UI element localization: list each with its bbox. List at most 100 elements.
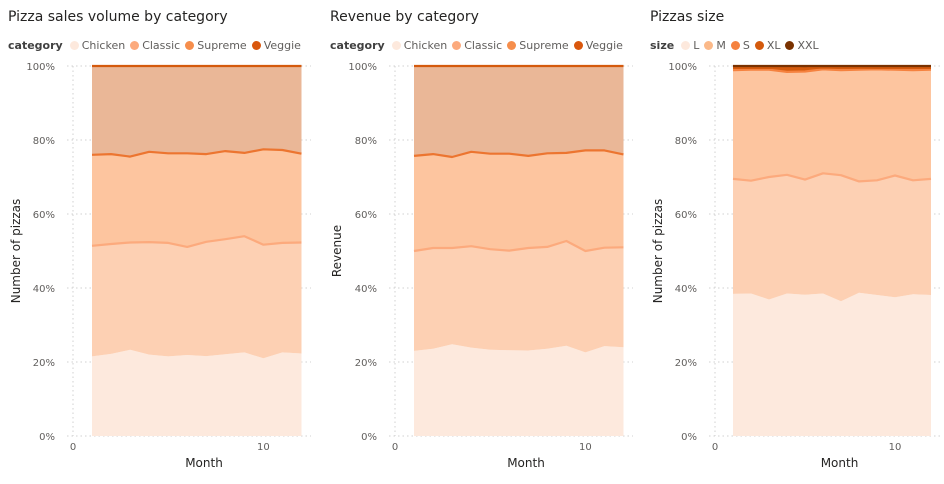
area-m: [733, 173, 931, 302]
legend-swatch: [452, 40, 462, 50]
line-supreme: [413, 149, 624, 159]
legend-swatch: [785, 40, 795, 50]
chart-legend: category Chicken Classic Supreme Veggie: [330, 38, 628, 52]
legend-swatch: [251, 40, 261, 50]
legend-label: Chicken: [403, 38, 448, 52]
line-classic: [91, 235, 302, 248]
line-xl: [733, 66, 931, 70]
chart-legend: category Chicken Classic Supreme Veggie: [8, 38, 306, 52]
legend-label: Chicken: [81, 38, 126, 52]
legend-item-supreme[interactable]: Supreme: [185, 38, 247, 52]
x-axis-title: Month: [507, 456, 545, 470]
x-axis-title: Month: [821, 456, 859, 470]
legend-label: XXL: [797, 38, 819, 52]
x-axis-title: Month: [185, 456, 223, 470]
y-tick-label: 80%: [33, 136, 55, 147]
legend-title: category: [8, 38, 63, 52]
legend-label: Supreme: [519, 38, 569, 52]
line-m: [732, 172, 932, 183]
chart-title: Pizza sales volume by category: [8, 9, 228, 25]
legend-item-chicken[interactable]: Chicken: [69, 38, 126, 52]
y-tick-label: 0%: [39, 432, 55, 443]
x-tick-label: 10: [579, 442, 592, 453]
legend-swatch: [681, 40, 691, 50]
y-axis-title: Number of pizzas: [9, 199, 23, 304]
legend-swatch: [507, 40, 517, 50]
legend-label: S: [742, 38, 750, 52]
legend-item-classic[interactable]: Classic: [452, 39, 502, 52]
chart-legend: size L M S XL XXL: [650, 38, 824, 52]
y-tick-label: 40%: [33, 284, 55, 295]
legend-item-classic[interactable]: Classic: [130, 39, 180, 52]
legend-item-s[interactable]: S: [730, 38, 750, 52]
y-tick-label: 100%: [26, 62, 55, 73]
legend-label: Veggie: [585, 38, 623, 52]
legend-item-veggie[interactable]: Veggie: [573, 38, 623, 52]
x-tick-label: 0: [712, 442, 718, 453]
y-tick-label: 80%: [675, 136, 697, 147]
legend-label: L: [693, 38, 700, 52]
legend-swatch: [185, 40, 195, 50]
y-axis-title: Revenue: [330, 225, 344, 277]
y-tick-label: 40%: [675, 284, 697, 295]
legend-item-xl[interactable]: XL: [754, 38, 781, 52]
x-tick-label: 10: [889, 442, 902, 453]
legend-swatch: [573, 40, 583, 50]
y-tick-label: 60%: [33, 210, 55, 221]
area-chicken: [414, 344, 624, 436]
x-tick-label: 10: [257, 442, 270, 453]
area-supreme: [92, 149, 302, 247]
y-tick-label: 100%: [348, 62, 377, 73]
area-chicken: [92, 349, 302, 436]
y-tick-label: 100%: [668, 62, 697, 73]
legend-swatch: [730, 40, 740, 50]
legend-label: XL: [766, 38, 781, 52]
chart-panel-revenue: 0% 20% 40% 60% 80% 100% 0 10 Month Revenue Revenu…: [322, 0, 636, 484]
y-tick-label: 60%: [675, 210, 697, 221]
legend-title: size: [650, 38, 675, 52]
line-s: [732, 68, 932, 73]
legend-swatch: [130, 40, 140, 50]
y-tick-label: 20%: [355, 358, 377, 369]
legend-swatch: [69, 40, 79, 50]
chart-panel-sales-volume: 0% 20% 40% 60% 80% 100% 0 10 Month Number of pizz…: [0, 0, 314, 484]
area-supreme: [414, 150, 624, 251]
area-veggie: [92, 66, 302, 157]
area-s: [733, 69, 931, 182]
legend-title: category: [330, 38, 385, 52]
chart-svg-sales-volume: 0% 20% 40% 60% 80% 100% 0 10 Month Number of pizz…: [9, 62, 311, 470]
y-tick-label: 20%: [33, 358, 55, 369]
y-tick-label: 0%: [361, 432, 377, 443]
legend-item-m[interactable]: M: [704, 39, 726, 52]
legend-label: Classic: [464, 38, 503, 52]
chart-panel-pizza-size: 0% 20% 40% 60% 80% 100% 0 10 Month Number of pizz…: [642, 0, 944, 484]
x-tick-label: 0: [392, 442, 398, 453]
area-classic: [414, 241, 624, 353]
legend-swatch: [754, 40, 764, 50]
legend-item-veggie[interactable]: Veggie: [251, 38, 301, 52]
chart-title: Revenue by category: [330, 9, 479, 25]
chart-title: Pizzas size: [650, 9, 725, 25]
area-classic: [92, 236, 302, 359]
y-tick-label: 20%: [675, 358, 697, 369]
x-tick-label: 0: [70, 442, 76, 453]
legend-label: Classic: [142, 38, 181, 52]
legend-label: Veggie: [263, 38, 301, 52]
y-axis-title: Number of pizzas: [651, 199, 665, 304]
line-classic: [413, 239, 624, 253]
y-tick-label: 80%: [355, 136, 377, 147]
legend-item-chicken[interactable]: Chicken: [391, 38, 448, 52]
line-supreme: [91, 148, 302, 158]
legend-item-supreme[interactable]: Supreme: [507, 38, 569, 52]
chart-svg-revenue: 0% 20% 40% 60% 80% 100% 0 10 Month Revenue: [330, 62, 633, 470]
area-l: [733, 292, 931, 436]
y-tick-label: 0%: [681, 432, 697, 443]
legend-swatch: [391, 40, 401, 50]
legend-swatch: [704, 40, 714, 50]
legend-label: Supreme: [197, 38, 247, 52]
legend-item-xxl[interactable]: XXL: [785, 38, 819, 52]
y-tick-label: 60%: [355, 210, 377, 221]
legend-label: M: [716, 38, 726, 52]
y-tick-label: 40%: [355, 284, 377, 295]
legend-item-l[interactable]: L: [681, 39, 699, 52]
